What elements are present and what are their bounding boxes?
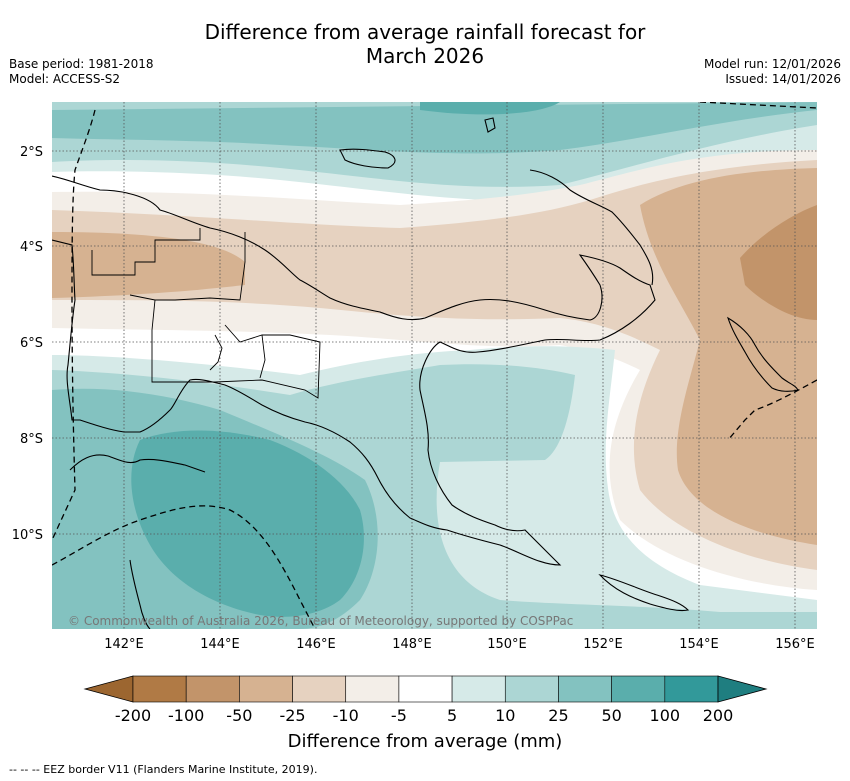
colorbar-tick-label: -50 xyxy=(226,706,253,725)
title-line-1: Difference from average rainfall forecas… xyxy=(204,20,646,44)
colorbar-tick-label: -100 xyxy=(168,706,205,725)
manus-coast xyxy=(339,148,396,169)
lon-label-146e: 146°E xyxy=(296,637,336,652)
lon-label-144e: 144°E xyxy=(200,637,240,652)
lon-label-152e: 152°E xyxy=(583,637,623,652)
colorbar-extend-high xyxy=(717,675,768,703)
new-britain-coast xyxy=(484,117,654,286)
lat-label-2s: 2°S xyxy=(20,145,43,160)
colorbar-swatch xyxy=(292,675,347,703)
eez-borders xyxy=(52,102,817,629)
latitude-labels: 2°S 4°S 6°S 8°S 10°S xyxy=(12,145,43,543)
lon-label-148e: 148°E xyxy=(392,637,432,652)
base-period: Base period: 1981-2018 xyxy=(9,57,154,71)
new-guinea-coast xyxy=(52,175,656,566)
lat-label-8s: 8°S xyxy=(20,432,43,447)
meta-right: Model run: 12/01/2026 Issued: 14/01/2026 xyxy=(704,57,841,87)
colorbar-swatch xyxy=(345,675,400,703)
lat-label-6s: 6°S xyxy=(20,336,43,351)
longitude-labels: 142°E 144°E 146°E 148°E 150°E 152°E 154°… xyxy=(104,637,815,652)
colorbar-swatch xyxy=(185,675,240,703)
colorbar-tick-label: -10 xyxy=(332,706,359,725)
province-borders xyxy=(91,228,321,399)
contour-north-100 xyxy=(420,102,560,115)
eez-footnote: -- -- -- EEZ border V11 (Flanders Marine… xyxy=(9,763,318,776)
title-line-2: March 2026 xyxy=(365,44,485,68)
issued-date: Issued: 14/01/2026 xyxy=(725,72,841,86)
graticule xyxy=(52,102,817,629)
colorbar-title: Difference from average (mm) xyxy=(287,731,563,752)
colorbar xyxy=(83,675,768,703)
colorbar-tick-label: 5 xyxy=(446,706,458,725)
lon-label-154e: 154°E xyxy=(679,637,719,652)
lat-label-10s: 10°S xyxy=(12,528,43,543)
colorbar-swatch xyxy=(611,675,666,703)
meta-left: Base period: 1981-2018 Model: ACCESS-S2 xyxy=(9,57,154,87)
colorbar-swatch xyxy=(398,675,453,703)
colorbar-swatch xyxy=(558,675,612,703)
model-run: Model run: 12/01/2026 xyxy=(703,57,841,71)
colorbar-tick-label: -5 xyxy=(390,706,407,725)
map-frame-contents: © Commonwealth of Australia 2026, Bureau… xyxy=(52,102,817,629)
colorbar-swatch xyxy=(239,675,293,703)
lat-label-4s: 4°S xyxy=(20,240,43,255)
colorbar-swatch xyxy=(504,675,559,703)
lon-label-156e: 156°E xyxy=(775,637,815,652)
colorbar-tick-label: 50 xyxy=(601,706,622,725)
colorbar-tick-label: 25 xyxy=(548,706,569,725)
contour-central-neg25 xyxy=(52,232,245,298)
contour-north-50 xyxy=(52,102,817,154)
copyright-notice: © Commonwealth of Australia 2026, Bureau… xyxy=(68,614,573,628)
colorbar-tick-label: -200 xyxy=(114,706,152,725)
colorbar-tick-label: 200 xyxy=(702,706,734,725)
map-title: Difference from average rainfall forecas… xyxy=(0,20,850,68)
colorbar-swatch xyxy=(132,675,187,703)
colorbar-extend-low xyxy=(83,675,134,703)
model-name: Model: ACCESS-S2 xyxy=(9,72,121,86)
colorbar-tick-label: 10 xyxy=(495,706,516,725)
colorbar-swatch xyxy=(664,675,719,703)
lon-label-142e: 142°E xyxy=(104,637,144,652)
colorbar-swatch xyxy=(451,675,506,703)
colorbar-tick-label: 100 xyxy=(649,706,681,725)
contour-east-neg50 xyxy=(740,205,817,320)
torres-coast xyxy=(69,454,206,473)
colorbar-tick-label: -25 xyxy=(279,706,306,725)
contour-south-100 xyxy=(131,430,364,617)
louisiade-coast xyxy=(598,574,690,612)
lon-label-150e: 150°E xyxy=(487,637,527,652)
cape-york-coast xyxy=(129,559,151,629)
